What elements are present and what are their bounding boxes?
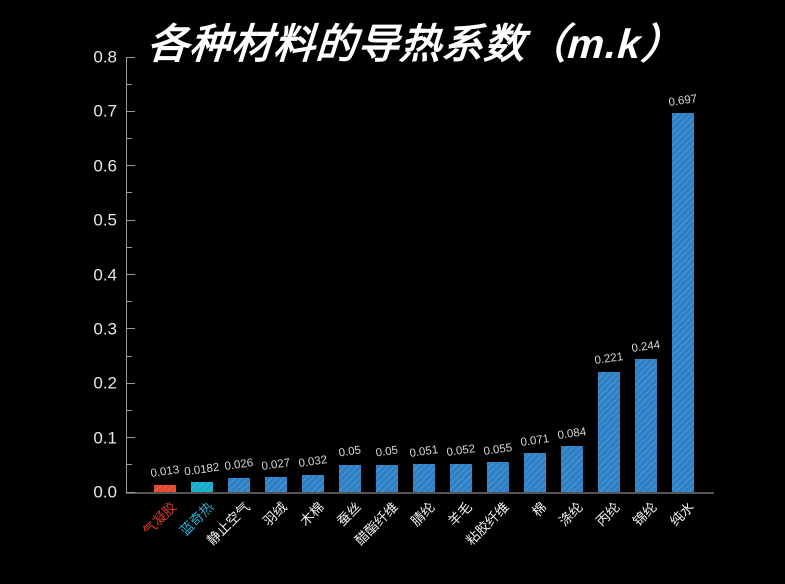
- x-tick-label-text: 腈纶: [408, 499, 438, 529]
- bar-value-label: 0.05: [337, 444, 362, 460]
- y-tick-mark: [127, 274, 135, 275]
- bar-1: [191, 482, 213, 492]
- y-minor-tick-mark: [127, 301, 132, 303]
- x-tick-label-text: 棉: [528, 499, 549, 520]
- bar-12: [598, 371, 620, 492]
- bar-2: [228, 477, 250, 492]
- y-tick-label: 0.2: [93, 373, 117, 393]
- bar-3: [265, 477, 287, 492]
- y-tick-label: 0.8: [93, 47, 117, 67]
- bar-value-label: 0.244: [630, 338, 661, 355]
- y-minor-tick-mark: [127, 246, 132, 248]
- x-tick-label-text: 木棉: [297, 499, 327, 529]
- y-minor-tick-mark: [127, 192, 132, 194]
- bar-13: [635, 359, 657, 492]
- bar-14: [672, 113, 694, 492]
- bar-value-label: 0.0182: [183, 461, 221, 479]
- y-tick-mark: [127, 56, 135, 58]
- y-tick-mark: [127, 110, 135, 112]
- bar-value-label: 0.055: [482, 441, 513, 458]
- y-minor-tick-mark: [127, 409, 132, 411]
- bar-10: [524, 453, 546, 492]
- x-tick-label-text: 涤纶: [556, 499, 586, 529]
- bar-0: [154, 484, 176, 492]
- bar-7: [413, 464, 435, 492]
- y-tick-label: 0.0: [93, 482, 117, 502]
- y-tick-label: 0.1: [93, 428, 117, 448]
- plot-area: 0.0 0.1 0.2 0.3 0.4 0.5 0.6 0.7 0.8 0.013 气凝胶 0.018…: [93, 49, 714, 548]
- x-tick-label-text: 羊毛: [445, 499, 475, 529]
- y-tick-mark: [127, 219, 135, 221]
- y-minor-tick-mark: [127, 83, 132, 85]
- bar-value-label: 0.05: [374, 444, 399, 460]
- y-tick-mark: [127, 165, 135, 167]
- y-tick-mark: [127, 491, 135, 493]
- bar-value-label: 0.084: [556, 425, 587, 442]
- bar-value-label: 0.013: [149, 464, 180, 481]
- x-tick-label-text: 纯水: [667, 499, 697, 529]
- y-minor-tick-mark: [127, 355, 132, 357]
- bar-value-label: 0.697: [667, 92, 698, 109]
- x-tick-label-text: 气凝胶: [139, 499, 179, 539]
- bar-value-label: 0.026: [223, 457, 254, 474]
- y-tick-label: 0.6: [93, 156, 117, 176]
- bar-4: [302, 474, 324, 492]
- bar-value-label: 0.052: [445, 443, 476, 460]
- bar-value-label: 0.032: [297, 454, 328, 471]
- y-minor-tick-mark: [127, 138, 132, 140]
- y-tick-label: 0.7: [93, 101, 117, 121]
- y-tick-mark: [127, 382, 135, 384]
- bar-value-label: 0.221: [593, 351, 624, 368]
- bar-11: [561, 446, 583, 492]
- y-tick-label: 0.3: [93, 319, 117, 339]
- y-minor-tick-mark: [127, 464, 132, 466]
- x-tick-label-text: 蚕丝: [334, 499, 364, 529]
- y-tick-mark: [127, 437, 135, 439]
- bar-value-label: 0.071: [519, 432, 550, 449]
- y-tick-mark: [127, 328, 135, 330]
- bar-9: [487, 462, 509, 492]
- bar-value-label: 0.027: [260, 456, 291, 473]
- x-tick-label-text: 丙纶: [593, 499, 623, 529]
- bar-value-label: 0.051: [408, 443, 439, 460]
- y-tick-label: 0.5: [93, 210, 117, 230]
- x-tick-label-text: 锦纶: [630, 499, 660, 529]
- y-tick-label: 0.4: [93, 265, 117, 284]
- bar-8: [450, 463, 472, 492]
- x-tick-label-text: 羽绒: [260, 499, 290, 529]
- bar-6: [376, 464, 398, 492]
- bar-5: [339, 464, 361, 492]
